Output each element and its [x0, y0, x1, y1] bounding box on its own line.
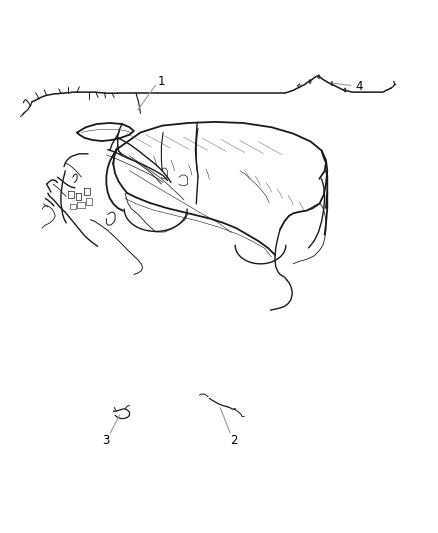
Text: 3: 3 [102, 434, 109, 447]
Text: 2: 2 [230, 434, 238, 447]
Text: 1: 1 [158, 75, 165, 88]
Text: 4: 4 [355, 80, 363, 93]
